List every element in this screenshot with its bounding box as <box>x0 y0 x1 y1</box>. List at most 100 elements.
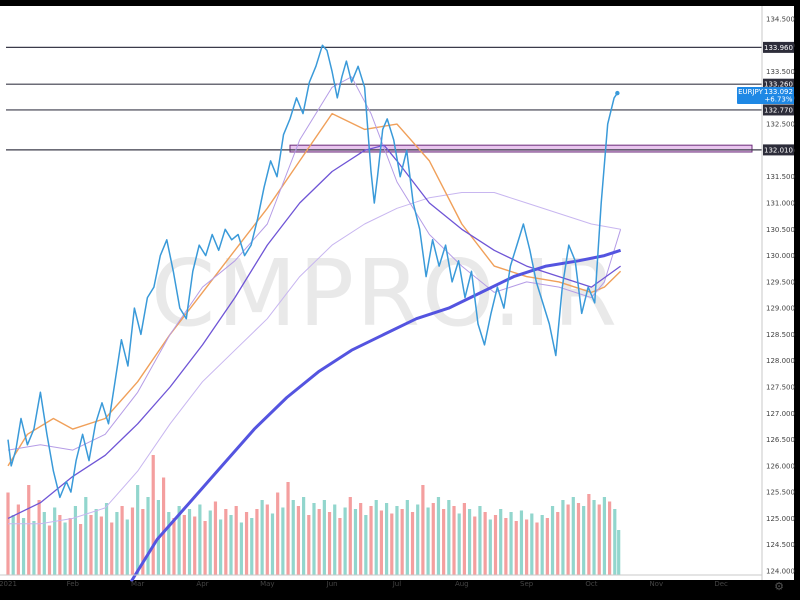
volume-bar <box>21 518 26 575</box>
volume-bar <box>525 519 529 575</box>
horizontal-levels[interactable] <box>6 46 762 151</box>
volume-bar <box>16 504 20 575</box>
volume-bar <box>359 503 363 575</box>
volume-bar <box>307 515 311 575</box>
price-line <box>7 44 619 499</box>
volume-bar <box>514 521 518 575</box>
volume-bar <box>617 530 621 575</box>
symbol-tag <box>737 87 764 105</box>
volume-bar <box>364 515 368 575</box>
volume-bar <box>125 519 129 575</box>
volume-bar <box>374 500 378 575</box>
volume-bar <box>384 503 389 575</box>
volume-bar <box>447 500 451 575</box>
moving-averages <box>7 76 622 583</box>
y-tick-label: 133.500 <box>766 68 795 76</box>
volume-bar <box>99 516 103 575</box>
volume-bar <box>89 515 93 575</box>
volume-bar <box>400 509 404 575</box>
volume-bar <box>613 509 617 575</box>
volume-bar <box>436 497 441 575</box>
volume-bar <box>53 507 57 575</box>
volume-bar <box>322 500 326 575</box>
volume-bar <box>177 506 181 575</box>
volume-bar <box>587 494 591 575</box>
y-tick-label: 132.500 <box>766 121 795 129</box>
volume-bar <box>421 485 425 575</box>
time-axis[interactable]: 2021 Feb Mar Apr May Jun Jul Aug Sep Oct Nov Dec <box>0 580 728 588</box>
volume-bar <box>172 518 176 575</box>
y-tick-label: 125.500 <box>766 489 795 497</box>
volume-bar <box>566 504 570 575</box>
volume-bar <box>457 513 461 575</box>
volume-bar <box>187 509 192 575</box>
volume-bar <box>11 515 15 575</box>
ma-line-fast <box>7 76 622 451</box>
volume-bar <box>312 503 316 575</box>
volume-bar <box>281 507 285 575</box>
symbol-label: EURJPY <box>738 88 764 96</box>
volume-bar <box>556 512 560 575</box>
y-tick-label: 127.000 <box>766 410 795 418</box>
volume-bar <box>291 500 295 575</box>
x-tick-label: Sep <box>520 580 534 588</box>
volume-bar <box>379 510 384 575</box>
y-tick-label: 128.500 <box>766 331 795 339</box>
volume-bar <box>509 512 513 575</box>
volume-bar <box>405 500 409 575</box>
x-tick-label: Nov <box>649 580 663 588</box>
level-tag-label: 133.960 <box>764 44 793 52</box>
volume-bar <box>255 509 259 575</box>
volume-bar <box>151 455 155 575</box>
level-tag <box>763 78 794 90</box>
y-tick-label: 131.000 <box>766 200 795 208</box>
volume-bar <box>265 504 269 575</box>
volume-bar <box>442 509 446 575</box>
volume-bar <box>94 509 98 575</box>
y-tick-label: 124.500 <box>766 541 795 549</box>
x-tick-label: Jul <box>392 580 402 588</box>
volume-bar <box>488 519 492 575</box>
volume-bar <box>270 513 275 575</box>
volume-bar <box>416 504 420 575</box>
x-tick-label: Mar <box>131 580 144 588</box>
volume-bar <box>576 503 581 575</box>
level-tag-label: 132.010 <box>764 146 793 154</box>
last-price-dot <box>615 90 620 96</box>
volume-bar <box>219 519 223 575</box>
gear-icon[interactable]: ⚙ <box>774 580 784 593</box>
volume-bar <box>27 485 31 575</box>
y-tick-label: 130.500 <box>766 226 795 234</box>
last-price-tag <box>763 87 794 105</box>
volume-bar <box>493 515 498 575</box>
volume-bar <box>296 506 301 575</box>
volume-bar <box>250 518 254 575</box>
y-tick-label: 128.000 <box>766 357 795 365</box>
volume-bar <box>68 518 72 575</box>
volume-bar <box>535 522 539 575</box>
volume-bar <box>208 510 212 575</box>
x-tick-label: Oct <box>585 580 597 588</box>
volume-bar <box>84 497 88 575</box>
volume-bar <box>452 506 456 575</box>
ma-line-mid <box>7 144 621 519</box>
volume-bar <box>343 507 347 575</box>
price-tags: 133.960 133.260 132.770 132.010 EURJPY 133.09… <box>737 41 794 156</box>
level-tag-label: 133.260 <box>764 81 793 89</box>
volume-bar <box>286 482 290 575</box>
y-tick-label: 131.500 <box>766 173 795 181</box>
volume-bar <box>79 524 83 575</box>
volume-bar <box>130 507 135 575</box>
volume-bar <box>317 509 321 575</box>
volume-bar <box>58 515 62 575</box>
last-price-label: 133.092 <box>764 88 793 96</box>
volume-bar <box>467 509 472 575</box>
y-tick-label: 125.000 <box>766 515 795 523</box>
volume-bar <box>545 518 549 575</box>
volume-bar <box>327 512 332 575</box>
y-tick-label: 130.000 <box>766 252 795 260</box>
volume-bar <box>426 507 430 575</box>
volume-bar <box>37 500 41 575</box>
volume-bar <box>519 510 524 575</box>
